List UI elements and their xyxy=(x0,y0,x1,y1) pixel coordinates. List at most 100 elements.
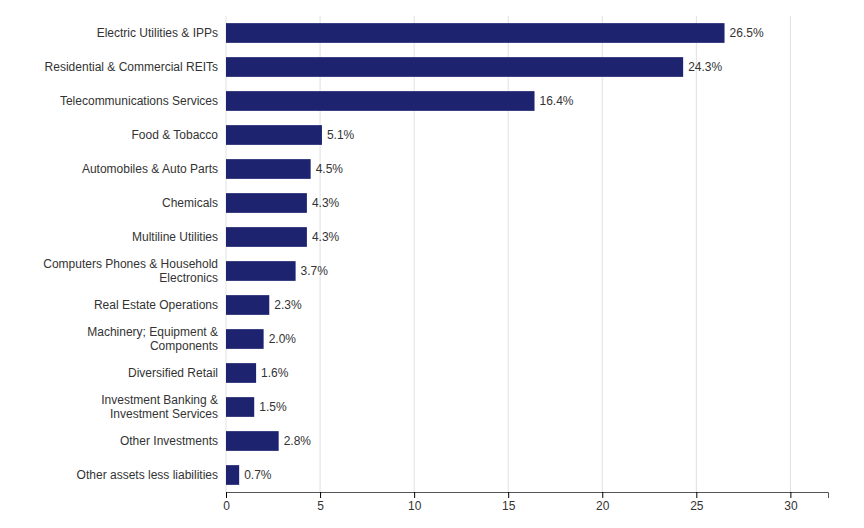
y-tick: Multiline Utilities xyxy=(132,230,218,244)
x-axis: 0 5 10 15 20 25 30 xyxy=(223,492,828,513)
y-tick-label-line: Investment Services xyxy=(110,407,218,421)
y-tick-label-line: Components xyxy=(150,339,218,353)
x-tick-mark xyxy=(226,492,227,498)
x-tick: 10 xyxy=(408,492,422,513)
grid-line xyxy=(414,16,415,492)
y-tick: Electric Utilities & IPPs xyxy=(97,26,218,40)
y-tick: Other assets less liabilities xyxy=(77,468,218,482)
grid-line xyxy=(602,16,603,492)
bar xyxy=(226,227,307,247)
bar xyxy=(226,295,269,315)
bar xyxy=(226,465,239,485)
data-label: 0.7% xyxy=(244,468,272,482)
y-tick-label-line: Chemicals xyxy=(162,196,218,210)
y-tick-label-line: Food & Tobacco xyxy=(131,128,218,142)
y-tick-label: Machinery; Equipment &Components xyxy=(87,325,218,353)
y-tick: Other Investments xyxy=(120,434,218,448)
data-labels: 26.5%24.3%16.4%5.1%4.5%4.3%4.3%3.7%2.3%2… xyxy=(244,26,764,482)
bar xyxy=(226,91,535,111)
y-axis: Electric Utilities & IPPs Residential & C… xyxy=(43,26,218,482)
y-tick: Residential & Commercial REITs xyxy=(45,60,218,74)
data-label: 4.3% xyxy=(312,230,340,244)
x-tick-label: 5 xyxy=(317,499,324,513)
data-label: 2.3% xyxy=(274,298,302,312)
bar xyxy=(226,261,296,281)
y-tick-label: Real Estate Operations xyxy=(94,298,218,312)
y-tick-label: Other Investments xyxy=(120,434,218,448)
y-tick-label: Electric Utilities & IPPs xyxy=(97,26,218,40)
y-tick-label: Residential & Commercial REITs xyxy=(45,60,218,74)
x-tick-label: 10 xyxy=(408,499,422,513)
x-tick: 0 xyxy=(223,492,230,513)
x-tick: 15 xyxy=(502,492,516,513)
data-label: 2.0% xyxy=(269,332,297,346)
x-tick-label: 0 xyxy=(223,499,230,513)
x-tick-mark xyxy=(790,492,791,498)
chart-container: 0 5 10 15 20 25 30 Electric Utilities & IPPs Res… xyxy=(0,0,864,528)
x-tick-label: 15 xyxy=(502,499,516,513)
y-tick-label-line: Diversified Retail xyxy=(128,366,218,380)
data-label: 26.5% xyxy=(730,26,764,40)
y-tick: Food & Tobacco xyxy=(131,128,218,142)
y-tick-label-line: Machinery; Equipment & xyxy=(87,325,218,339)
grid-line xyxy=(508,16,509,492)
y-tick-label-line: Other assets less liabilities xyxy=(77,468,218,482)
x-axis-line xyxy=(227,493,829,499)
data-label: 1.6% xyxy=(261,366,289,380)
bar xyxy=(226,363,256,383)
y-tick-label-line: Computers Phones & Household xyxy=(43,257,218,271)
y-tick-label: Computers Phones & HouseholdElectronics xyxy=(43,257,218,285)
data-label: 16.4% xyxy=(540,94,574,108)
y-tick-label-line: Automobiles & Auto Parts xyxy=(82,162,218,176)
x-tick-label: 20 xyxy=(596,499,610,513)
data-label: 3.7% xyxy=(301,264,329,278)
y-tick-label: Other assets less liabilities xyxy=(77,468,218,482)
x-tick-mark xyxy=(320,492,321,498)
y-tick-label-line: Electronics xyxy=(159,271,218,285)
data-label: 4.3% xyxy=(312,196,340,210)
chart-svg: 0 5 10 15 20 25 30 Electric Utilities & IPPs Res… xyxy=(0,0,864,528)
x-tick-mark xyxy=(414,492,415,498)
y-tick-label: Automobiles & Auto Parts xyxy=(82,162,218,176)
data-label: 5.1% xyxy=(327,128,355,142)
y-tick-label: Diversified Retail xyxy=(128,366,218,380)
data-label: 24.3% xyxy=(688,60,722,74)
y-tick-label-line: Real Estate Operations xyxy=(94,298,218,312)
x-tick: 5 xyxy=(317,492,324,513)
y-tick: Real Estate Operations xyxy=(94,298,218,312)
y-tick-label-line: Other Investments xyxy=(120,434,218,448)
y-tick-label: Telecommunications Services xyxy=(60,94,218,108)
y-tick: Chemicals xyxy=(162,196,218,210)
x-tick: 20 xyxy=(596,492,610,513)
x-tick-mark xyxy=(602,492,603,498)
bar xyxy=(226,329,264,349)
x-tick: 25 xyxy=(690,492,704,513)
x-tick-label: 25 xyxy=(690,499,704,513)
x-tick-mark xyxy=(696,492,697,498)
bar xyxy=(226,57,683,77)
grid-line xyxy=(790,16,791,492)
y-tick-label: Food & Tobacco xyxy=(131,128,218,142)
bar xyxy=(226,431,279,451)
grid-line xyxy=(320,16,321,492)
y-tick: Machinery; Equipment &Components xyxy=(87,325,218,353)
y-tick-label-line: Residential & Commercial REITs xyxy=(45,60,218,74)
y-tick-label: Investment Banking &Investment Services xyxy=(101,393,218,421)
y-tick: Telecommunications Services xyxy=(60,94,218,108)
y-tick-label: Multiline Utilities xyxy=(132,230,218,244)
grid xyxy=(226,16,790,492)
bar xyxy=(226,193,307,213)
x-tick-mark xyxy=(508,492,509,498)
y-tick: Diversified Retail xyxy=(128,366,218,380)
grid-line xyxy=(696,16,697,492)
y-tick: Automobiles & Auto Parts xyxy=(82,162,218,176)
data-label: 2.8% xyxy=(284,434,312,448)
x-tick: 30 xyxy=(784,492,798,513)
bar xyxy=(226,159,311,179)
bar xyxy=(226,397,254,417)
y-tick: Computers Phones & HouseholdElectronics xyxy=(43,257,218,285)
plot-area: 0 5 10 15 20 25 30 Electric Utilities & IPPs Res… xyxy=(43,16,828,513)
bars xyxy=(226,23,725,485)
y-tick-label-line: Investment Banking & xyxy=(101,393,218,407)
y-tick-label-line: Telecommunications Services xyxy=(60,94,218,108)
